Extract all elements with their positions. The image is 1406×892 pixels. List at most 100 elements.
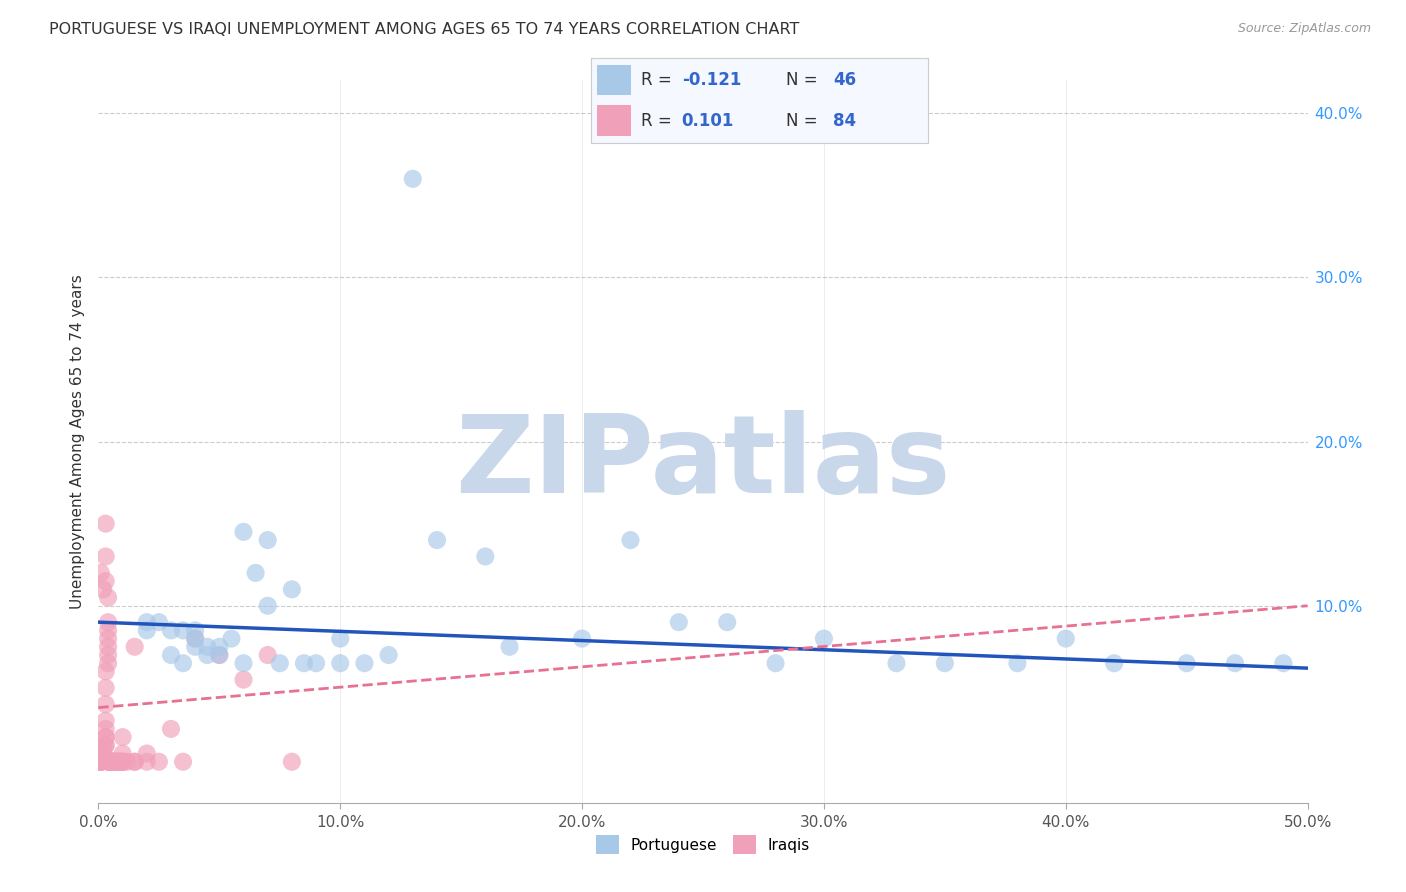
Point — [107, 755, 129, 769]
Point — [886, 657, 908, 671]
Point — [184, 632, 207, 646]
Point — [208, 648, 231, 662]
Point — [94, 730, 117, 744]
Point — [305, 657, 328, 671]
Point — [111, 755, 134, 769]
Point — [100, 755, 122, 769]
Point — [101, 755, 124, 769]
Point — [474, 549, 496, 564]
Point — [160, 648, 183, 662]
Point — [402, 171, 425, 186]
FancyBboxPatch shape — [598, 105, 631, 136]
Point — [97, 648, 120, 662]
Point — [94, 549, 117, 564]
Point — [94, 739, 117, 753]
Point — [97, 615, 120, 630]
Point — [292, 657, 315, 671]
Point — [765, 657, 787, 671]
Point — [90, 755, 112, 769]
Point — [97, 624, 120, 638]
Point — [813, 632, 835, 646]
Point — [221, 632, 243, 646]
Point — [104, 755, 127, 769]
Point — [97, 632, 120, 646]
Point — [160, 722, 183, 736]
Point — [172, 657, 194, 671]
Point — [1272, 657, 1295, 671]
Point — [184, 640, 207, 654]
Point — [208, 640, 231, 654]
FancyBboxPatch shape — [598, 65, 631, 95]
Point — [135, 755, 157, 769]
Point — [90, 755, 112, 769]
Point — [184, 624, 207, 638]
Point — [94, 516, 117, 531]
Text: 84: 84 — [834, 112, 856, 129]
Point — [135, 747, 157, 761]
Point — [101, 755, 124, 769]
Point — [87, 755, 110, 769]
Point — [100, 755, 122, 769]
Point — [111, 755, 134, 769]
Point — [571, 632, 593, 646]
Point — [245, 566, 267, 580]
Text: 46: 46 — [834, 71, 856, 89]
Point — [100, 755, 122, 769]
Point — [94, 681, 117, 695]
Text: R =: R = — [641, 112, 678, 129]
Point — [232, 524, 254, 539]
Point — [91, 739, 114, 753]
Point — [100, 755, 122, 769]
Point — [281, 582, 304, 597]
Legend: Portuguese, Iraqis: Portuguese, Iraqis — [589, 830, 817, 860]
Point — [97, 755, 120, 769]
Point — [100, 755, 122, 769]
Point — [100, 755, 122, 769]
Point — [94, 665, 117, 679]
Point — [256, 648, 278, 662]
Point — [148, 755, 170, 769]
Point — [94, 730, 117, 744]
Point — [91, 747, 114, 761]
Point — [124, 755, 146, 769]
Point — [100, 755, 122, 769]
Point — [195, 648, 218, 662]
Point — [111, 730, 134, 744]
Y-axis label: Unemployment Among Ages 65 to 74 years: Unemployment Among Ages 65 to 74 years — [69, 274, 84, 609]
Text: 0.101: 0.101 — [682, 112, 734, 129]
Text: N =: N = — [786, 112, 823, 129]
Point — [619, 533, 641, 547]
Point — [94, 739, 117, 753]
Point — [90, 755, 112, 769]
Point — [232, 657, 254, 671]
Point — [160, 624, 183, 638]
Point — [100, 755, 122, 769]
Point — [1007, 657, 1029, 671]
Text: Source: ZipAtlas.com: Source: ZipAtlas.com — [1237, 22, 1371, 36]
Point — [100, 755, 122, 769]
Point — [100, 755, 122, 769]
Point — [97, 591, 120, 605]
Point — [208, 648, 231, 662]
Point — [353, 657, 375, 671]
Point — [100, 755, 122, 769]
Point — [101, 755, 124, 769]
Point — [148, 615, 170, 630]
Point — [172, 624, 194, 638]
Point — [1175, 657, 1198, 671]
Point — [97, 755, 120, 769]
Point — [498, 640, 520, 654]
Point — [195, 640, 218, 654]
Point — [668, 615, 690, 630]
Point — [117, 755, 139, 769]
Point — [101, 755, 124, 769]
Text: -0.121: -0.121 — [682, 71, 741, 89]
Point — [256, 533, 278, 547]
Point — [90, 747, 112, 761]
Point — [90, 755, 112, 769]
Point — [100, 755, 122, 769]
Point — [124, 640, 146, 654]
Point — [100, 755, 122, 769]
Point — [104, 755, 127, 769]
Point — [269, 657, 291, 671]
